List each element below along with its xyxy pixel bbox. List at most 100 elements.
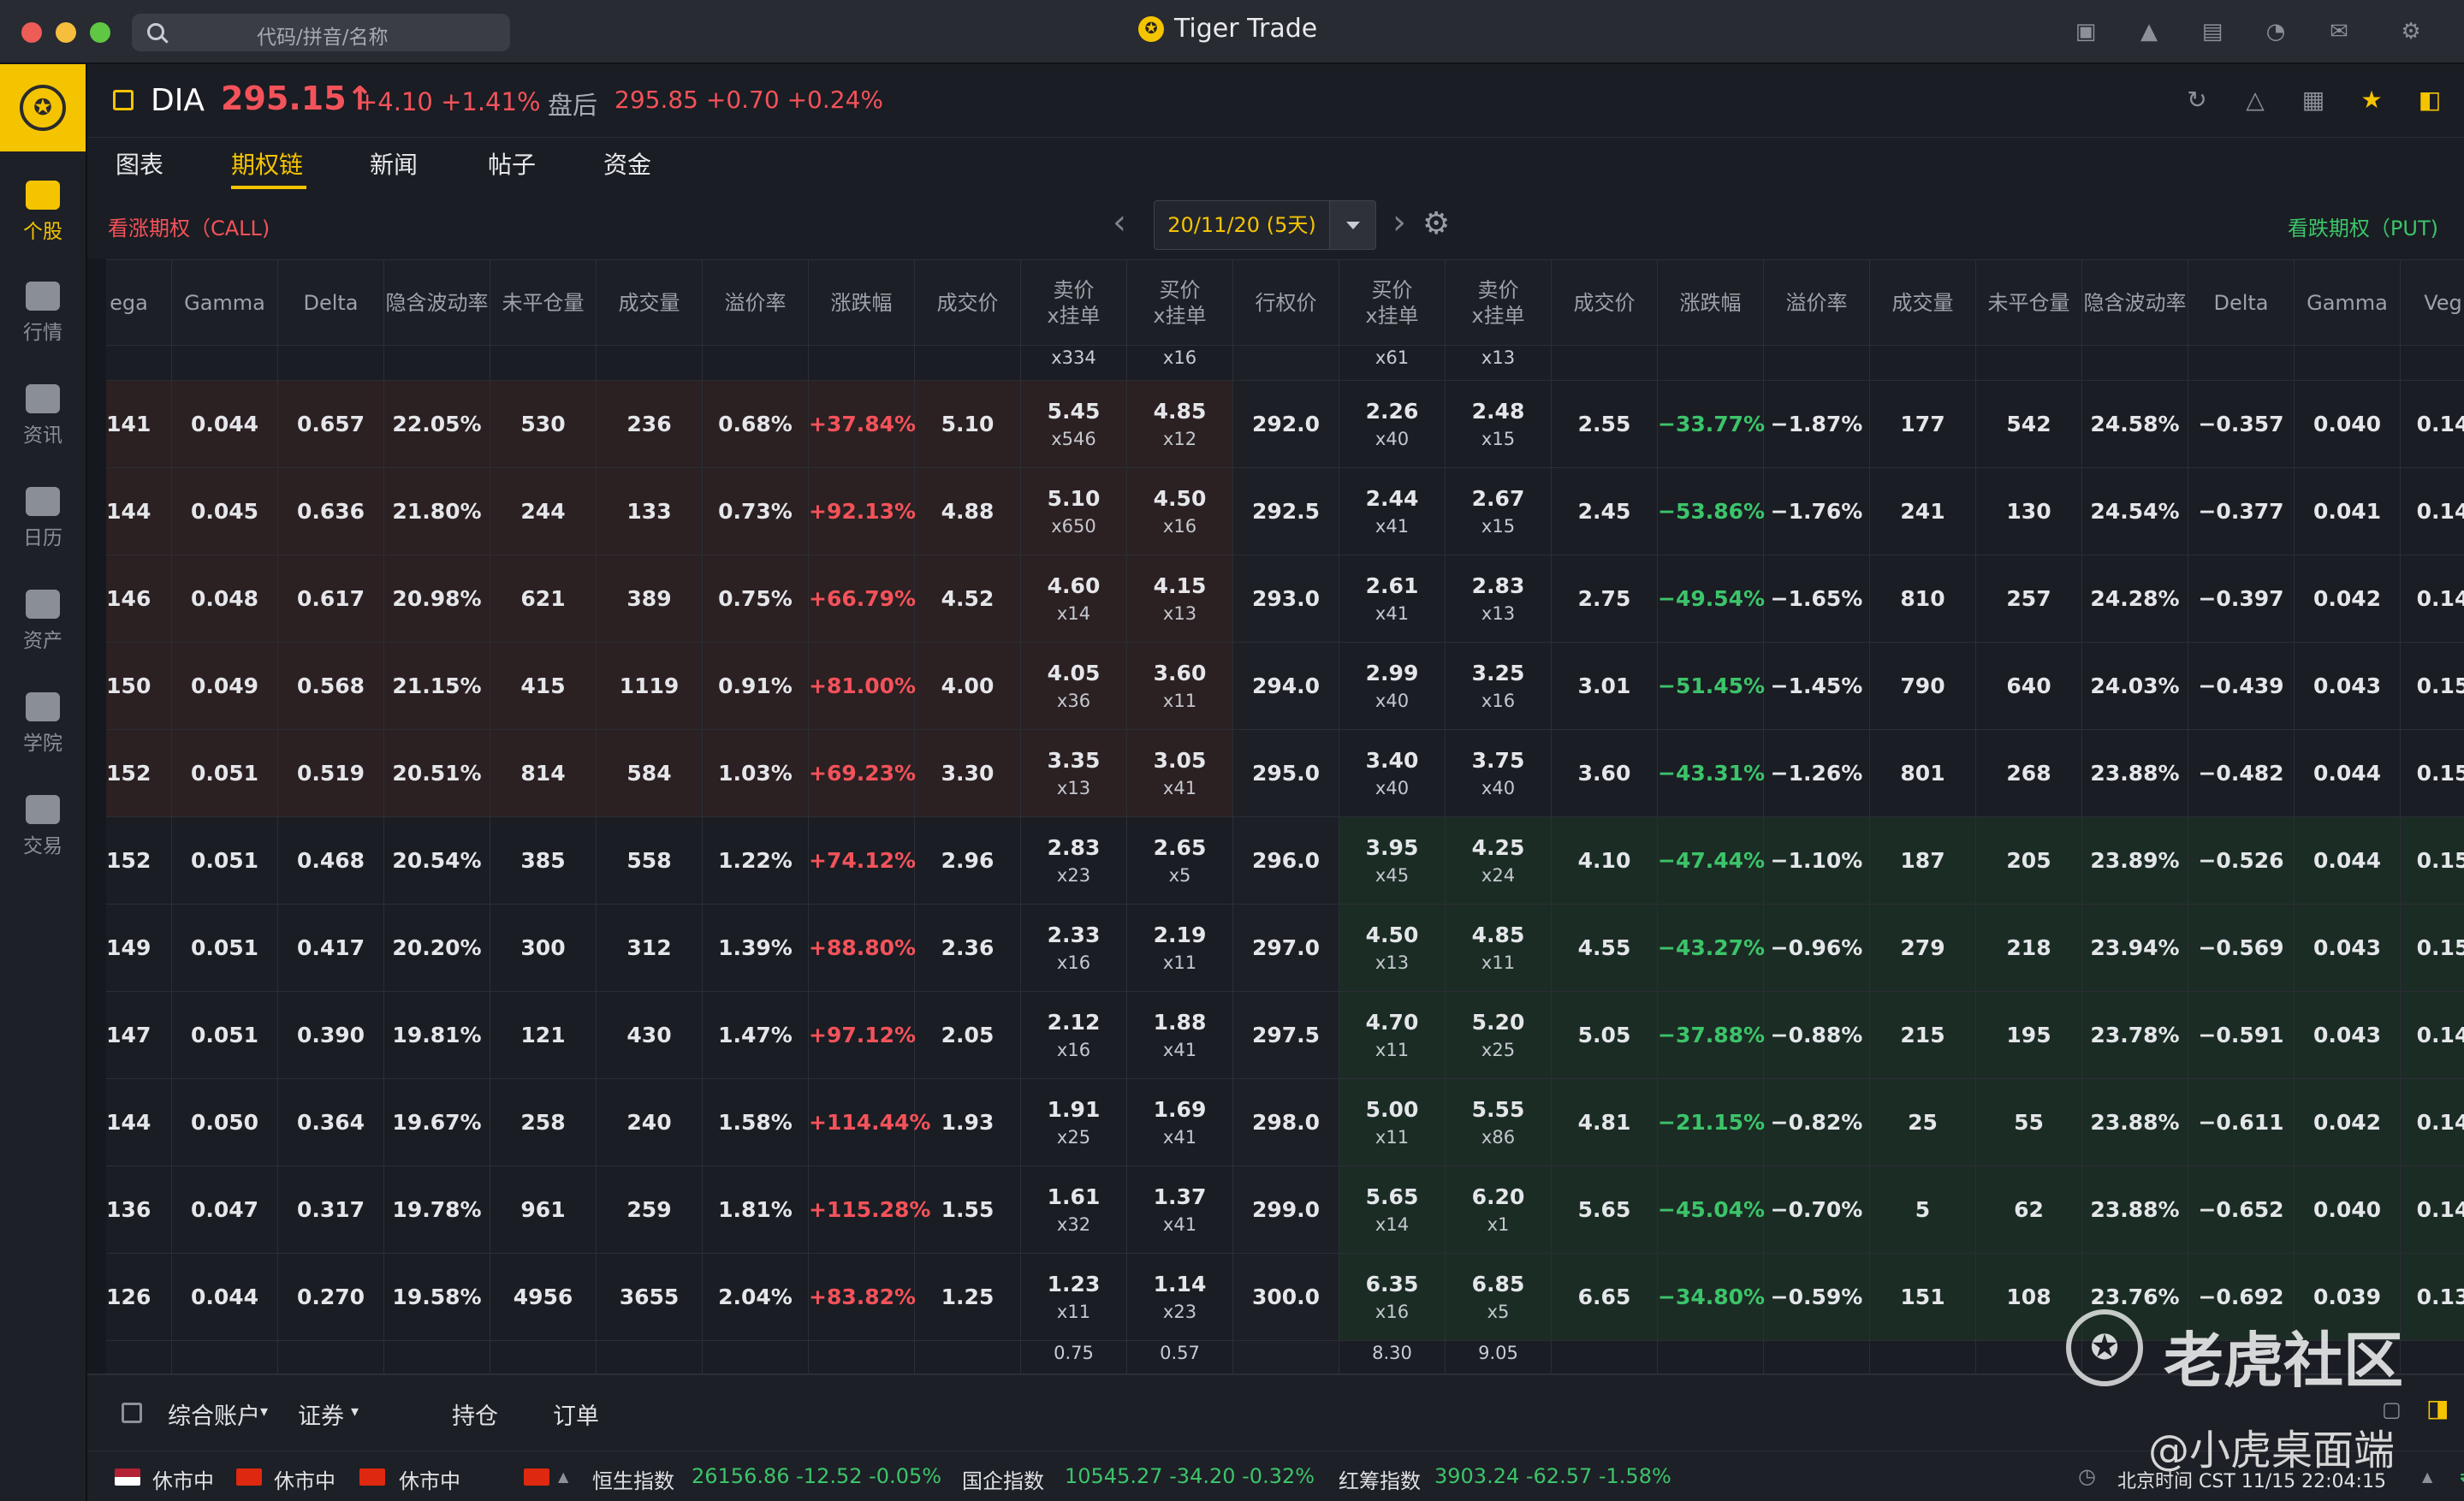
- chevron-down-icon: ▾: [351, 1403, 359, 1421]
- expand-up-icon[interactable]: ▲: [558, 1468, 569, 1485]
- chat-icon[interactable]: ▤: [2201, 19, 2224, 44]
- column-header[interactable]: 成交价: [1551, 259, 1658, 346]
- minimize-window-button[interactable]: [56, 22, 76, 43]
- column-header[interactable]: 溢价率: [1763, 259, 1870, 346]
- panel-toggle-icon[interactable]: [113, 90, 134, 110]
- column-header[interactable]: 买价 x挂单: [1126, 259, 1233, 346]
- column-header[interactable]: 成交量: [596, 259, 703, 346]
- prev-expiry-chevron-icon[interactable]: ‹: [1113, 203, 1126, 242]
- expiry-select[interactable]: 20/11/20 (5天): [1154, 200, 1330, 250]
- table-row[interactable]: 146 0.048 0.617 20.98% 621 389 0.75% +66.79% 4.5…: [106, 555, 2464, 643]
- tab-posts[interactable]: 帖子: [488, 151, 537, 179]
- brand-logo[interactable]: ✪: [0, 64, 86, 151]
- side-panel-icon[interactable]: ◧: [2418, 86, 2442, 114]
- column-header[interactable]: 成交价: [914, 259, 1021, 346]
- mail-new-icon[interactable]: ✉: [2330, 19, 2348, 44]
- table-cell: 218: [1975, 904, 2082, 992]
- table-cell: +66.79%: [808, 555, 916, 643]
- expiry-dropdown-icon[interactable]: [1330, 200, 1376, 250]
- table-cell: 0.417: [277, 904, 384, 992]
- table-row[interactable]: 149 0.051 0.417 20.20% 300 312 1.39% +88.80% 2.3…: [106, 904, 2464, 992]
- column-header[interactable]: 涨跌幅: [808, 259, 915, 346]
- gift-icon[interactable]: ▣: [2075, 19, 2097, 44]
- favorite-star-icon[interactable]: ★: [2360, 86, 2383, 114]
- trade-icon: [26, 795, 60, 824]
- watermark-handle: @小虎桌面端: [2148, 1427, 2396, 1474]
- column-header[interactable]: 卖价 x挂单: [1445, 259, 1552, 346]
- column-header[interactable]: 行权价: [1232, 259, 1339, 346]
- sidebar-item-assets[interactable]: 资产: [0, 578, 86, 663]
- table-row[interactable]: 136 0.047 0.317 19.78% 961 259 1.81% +115.28% 1.…: [106, 1166, 2464, 1254]
- table-row[interactable]: 144 0.045 0.636 21.80% 244 133 0.73% +92.13% 4.8…: [106, 467, 2464, 555]
- maximize-window-button[interactable]: [90, 22, 110, 43]
- table-cell: 961: [490, 1166, 597, 1254]
- settings-gear-icon[interactable]: ⚙: [2401, 19, 2421, 44]
- table-cell: [2081, 345, 2188, 381]
- column-header[interactable]: Veg: [2400, 259, 2464, 346]
- sidebar-item-market[interactable]: 行情: [0, 270, 86, 355]
- table-row[interactable]: 147 0.051 0.390 19.81% 121 430 1.47% +97.12% 2.0…: [106, 991, 2464, 1079]
- sidebar-item-academy[interactable]: 学院: [0, 680, 86, 766]
- table-cell: 19.58%: [383, 1253, 490, 1341]
- table-cell: 5.65: [1551, 1166, 1658, 1254]
- side-panel-icon[interactable]: ◨: [2426, 1394, 2449, 1422]
- orders-tab[interactable]: 订单: [553, 1403, 599, 1430]
- panel-toggle-icon[interactable]: [122, 1403, 142, 1423]
- table-cell: −47.44%: [1657, 816, 1765, 905]
- order-size: x16: [1056, 952, 1091, 973]
- column-header[interactable]: Delta: [2188, 259, 2295, 346]
- tab-capital[interactable]: 资金: [603, 151, 652, 179]
- column-header[interactable]: 成交量: [1869, 259, 1976, 346]
- column-header[interactable]: 涨跌幅: [1657, 259, 1764, 346]
- table-row[interactable]: 126 0.044 0.270 19.58% 4956 3655 2.04% +83.82% 1…: [106, 1253, 2464, 1341]
- column-header[interactable]: Gamma: [2294, 259, 2401, 346]
- column-header[interactable]: 隐含波动率: [383, 259, 490, 346]
- column-header[interactable]: 溢价率: [702, 259, 809, 346]
- table-row[interactable]: 150 0.049 0.568 21.15% 415 1119 0.91% +81.00% 4.…: [106, 642, 2464, 730]
- chain-settings-gear-icon[interactable]: ⚙: [1422, 206, 1451, 241]
- column-header[interactable]: Delta: [277, 259, 384, 346]
- tab-chart[interactable]: 图表: [116, 151, 164, 179]
- table-row[interactable]: 141 0.044 0.657 22.05% 530 236 0.68% +37.84% 5.1…: [106, 380, 2464, 468]
- table-row[interactable]: 152 0.051 0.519 20.51% 814 584 1.03% +69.23% 3.3…: [106, 729, 2464, 817]
- table-cell: 0.042: [2294, 1078, 2401, 1166]
- sidebar-item-calendar[interactable]: 日历: [0, 475, 86, 561]
- column-header[interactable]: 卖价 x挂单: [1020, 259, 1127, 346]
- table-cell: 0.14: [2400, 380, 2464, 468]
- support-icon[interactable]: ◔: [2265, 19, 2286, 44]
- refresh-icon[interactable]: ↻: [2187, 86, 2207, 114]
- tab-news[interactable]: 新闻: [370, 151, 419, 179]
- table-cell: 4.85 x12: [1126, 380, 1233, 468]
- column-header[interactable]: Gamma: [171, 259, 278, 346]
- column-header[interactable]: ega: [106, 259, 172, 346]
- table-cell: 24.54%: [2081, 467, 2188, 555]
- next-expiry-chevron-icon[interactable]: ›: [1392, 203, 1406, 242]
- expand-up-icon[interactable]: ▲: [2422, 1468, 2433, 1485]
- account-selector[interactable]: 综合账户: [168, 1403, 260, 1430]
- table-row[interactable]: 152 0.051 0.468 20.54% 385 558 1.22% +74.12% 2.9…: [106, 816, 2464, 905]
- tab-option-chain[interactable]: 期权链: [231, 151, 304, 179]
- red-chip-value: 3903.24 -62.57 -1.58%: [1434, 1464, 1671, 1488]
- table-cell: 0.364: [277, 1078, 384, 1166]
- sidebar-item-stock[interactable]: 个股: [0, 169, 86, 254]
- sidebar-item-trade[interactable]: 交易: [0, 783, 86, 869]
- cn-market-status: 休市中: [399, 1469, 460, 1493]
- table-cell: 244: [490, 467, 597, 555]
- restore-icon[interactable]: ▢: [2382, 1397, 2402, 1421]
- close-window-button[interactable]: [21, 22, 42, 43]
- search-input[interactable]: 代码/拼音/名称: [132, 14, 510, 51]
- column-header[interactable]: 买价 x挂单: [1339, 259, 1446, 346]
- order-size: x24: [1481, 865, 1516, 886]
- column-header[interactable]: 隐含波动率: [2081, 259, 2188, 346]
- stock-chart-icon: [26, 181, 60, 210]
- securities-selector[interactable]: 证券: [298, 1403, 344, 1430]
- sidebar-item-news[interactable]: 资讯: [0, 372, 86, 458]
- positions-tab[interactable]: 持仓: [452, 1403, 498, 1430]
- table-cell: 4.10: [1551, 816, 1658, 905]
- column-header[interactable]: 未平仓量: [490, 259, 597, 346]
- table-row[interactable]: 144 0.050 0.364 19.67% 258 240 1.58% +114.44% 1.…: [106, 1078, 2464, 1166]
- alert-bell-icon[interactable]: △: [2246, 86, 2265, 114]
- bell-icon[interactable]: ▲: [2140, 19, 2158, 44]
- grid-icon[interactable]: ▦: [2301, 86, 2325, 114]
- column-header[interactable]: 未平仓量: [1975, 259, 2082, 346]
